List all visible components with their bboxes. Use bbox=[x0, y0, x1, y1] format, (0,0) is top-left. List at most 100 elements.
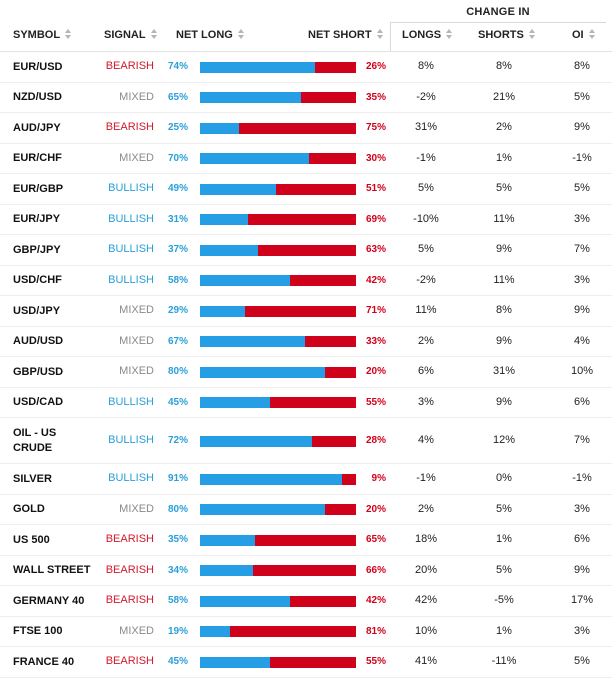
change-longs-value: 41% bbox=[414, 655, 438, 668]
net-short-value: 51% bbox=[365, 183, 386, 195]
net-short-header-label: NET SHORT bbox=[308, 29, 372, 41]
table-row[interactable]: AUD/USD MIXED 67% 33% 2% 9% 4% bbox=[0, 327, 612, 357]
sentiment-bar bbox=[200, 214, 356, 226]
change-shorts-value: 1% bbox=[496, 624, 512, 637]
table-row[interactable]: AUD/JPY BEARISH 25% 75% 31% 2% 9% bbox=[0, 113, 612, 144]
row-divider bbox=[0, 264, 612, 266]
symbol-link[interactable]: FRANCE 40 bbox=[13, 655, 75, 668]
row-divider bbox=[0, 173, 612, 174]
longs-column-header[interactable]: LONGS bbox=[402, 24, 453, 46]
table-row[interactable]: USD/CHF BULLISH 58% 42% -2% 11% 3% bbox=[0, 266, 612, 296]
table-row[interactable]: US 500 BEARISH 35% 65% 18% 1% 6% bbox=[0, 525, 612, 556]
table-row[interactable]: EUR/USD BEARISH 74% 26% 8% 8% 8% bbox=[0, 52, 612, 83]
change-shorts-value: 0% bbox=[496, 472, 512, 485]
table-row[interactable]: GBP/USD MIXED 80% 20% 6% 31% 10% bbox=[0, 357, 612, 388]
symbol-link[interactable]: NZD/USD bbox=[13, 91, 62, 104]
symbol-link[interactable]: OIL - US CRUDE bbox=[13, 427, 57, 454]
symbol-link[interactable]: USD/CHF bbox=[13, 274, 62, 287]
symbol-link[interactable]: EUR/JPY bbox=[13, 213, 61, 226]
sort-icon[interactable] bbox=[376, 29, 383, 40]
net-long-bar-fill bbox=[200, 397, 271, 409]
net-long-bar-fill bbox=[200, 153, 310, 165]
symbol-link[interactable]: FTSE 100 bbox=[13, 625, 63, 638]
change-oi-value: 6% bbox=[574, 395, 590, 408]
sort-icon[interactable] bbox=[237, 29, 244, 40]
shorts-column-header[interactable]: SHORTS bbox=[478, 24, 535, 46]
table-row[interactable]: EUR/JPY BULLISH 31% 69% -10% 11% 3% bbox=[0, 205, 612, 235]
change-in-header: CHANGE IN bbox=[466, 6, 530, 18]
sort-icon[interactable] bbox=[150, 29, 157, 40]
change-oi-value: 6% bbox=[574, 533, 590, 546]
net-long-header-label: NET LONG bbox=[176, 29, 233, 41]
table-row[interactable]: GOLD MIXED 80% 20% 2% 5% 3% bbox=[0, 495, 612, 525]
table-row[interactable]: WALL STREET BEARISH 34% 66% 20% 5% 9% bbox=[0, 556, 612, 586]
change-shorts-value: 5% bbox=[496, 502, 512, 515]
net-long-value: 74% bbox=[167, 61, 188, 73]
table-row[interactable]: GBP/JPY BULLISH 37% 63% 5% 9% 7% bbox=[0, 235, 612, 266]
symbol-link[interactable]: GERMANY 40 bbox=[13, 594, 85, 607]
symbol-link[interactable]: EUR/GBP bbox=[13, 182, 64, 195]
row-divider bbox=[0, 493, 612, 495]
change-oi-value: 7% bbox=[574, 243, 590, 256]
row-divider bbox=[0, 386, 612, 388]
table-row[interactable]: NZD/USD MIXED 65% 35% -2% 21% 5% bbox=[0, 83, 612, 113]
net-short-value: 26% bbox=[365, 61, 386, 73]
signal-label: BULLISH bbox=[108, 182, 154, 195]
symbol-link[interactable]: AUD/JPY bbox=[13, 121, 61, 134]
symbol-column-header[interactable]: SYMBOL bbox=[13, 24, 72, 46]
sort-icon[interactable] bbox=[588, 29, 595, 40]
symbol-link[interactable]: EUR/CHF bbox=[13, 152, 62, 165]
symbol-link[interactable]: USD/CAD bbox=[13, 396, 64, 409]
table-row[interactable]: FTSE 100 MIXED 19% 81% 10% 1% 3% bbox=[0, 617, 612, 647]
table-row[interactable]: GERMANY 40 BEARISH 58% 42% 42% -5% 17% bbox=[0, 586, 612, 617]
table-row[interactable]: SILVER BULLISH 91% 9% -1% 0% -1% bbox=[0, 464, 612, 495]
symbol-link[interactable]: USD/JPY bbox=[13, 304, 61, 317]
symbol-link[interactable]: EUR/USD bbox=[13, 60, 63, 73]
sort-icon[interactable] bbox=[528, 29, 535, 40]
change-longs-value: 5% bbox=[418, 243, 434, 256]
net-long-bar-fill bbox=[200, 595, 291, 607]
change-longs-value: 5% bbox=[418, 182, 434, 195]
sort-icon[interactable] bbox=[65, 29, 72, 40]
net-long-value: 70% bbox=[167, 152, 188, 164]
sentiment-bar bbox=[200, 275, 356, 287]
signal-column-header[interactable]: SIGNAL bbox=[104, 24, 157, 46]
net-long-bar-fill bbox=[200, 214, 249, 226]
signal-label: BULLISH bbox=[108, 395, 154, 408]
sentiment-bar bbox=[200, 92, 356, 104]
net-short-value: 55% bbox=[365, 396, 386, 408]
symbol-link[interactable]: AUD/USD bbox=[13, 335, 64, 348]
change-in-left-divider bbox=[390, 22, 391, 52]
net-long-bar-fill bbox=[200, 122, 239, 134]
symbol-link[interactable]: US 500 bbox=[13, 533, 50, 546]
table-row[interactable]: OIL - US CRUDE BULLISH 72% 28% 4% 12% 7% bbox=[0, 418, 612, 464]
sort-icon[interactable] bbox=[446, 29, 453, 40]
table-header-row: SYMBOL SIGNAL NET LONG NET SHORT LONGS S… bbox=[0, 24, 612, 50]
change-oi-value: 3% bbox=[574, 624, 590, 637]
symbol-link[interactable]: WALL STREET bbox=[13, 564, 91, 577]
symbol-link[interactable]: GBP/USD bbox=[13, 365, 64, 378]
symbol-link[interactable]: GOLD bbox=[13, 503, 45, 516]
net-long-bar-fill bbox=[200, 61, 316, 73]
table-row[interactable]: FRANCE 40 BEARISH 45% 55% 41% -11% 5% bbox=[0, 647, 612, 678]
change-oi-value: 5% bbox=[574, 655, 590, 668]
change-longs-value: 2% bbox=[418, 334, 434, 347]
net-short-value: 55% bbox=[365, 656, 386, 668]
net-long-bar-fill bbox=[200, 565, 254, 577]
table-row[interactable]: EUR/CHF MIXED 70% 30% -1% 1% -1% bbox=[0, 144, 612, 174]
table-row[interactable]: EUR/GBP BULLISH 49% 51% 5% 5% 5% bbox=[0, 174, 612, 205]
sentiment-bar bbox=[200, 153, 356, 165]
symbol-link[interactable]: GBP/JPY bbox=[13, 243, 61, 256]
oi-column-header[interactable]: OI bbox=[572, 24, 595, 46]
symbol-link[interactable]: SILVER bbox=[13, 472, 52, 485]
change-oi-value: -1% bbox=[572, 472, 592, 485]
net-long-column-header[interactable]: NET LONG bbox=[176, 24, 244, 46]
net-long-value: 35% bbox=[167, 534, 188, 546]
change-oi-value: 9% bbox=[574, 121, 590, 134]
net-short-column-header[interactable]: NET SHORT bbox=[308, 24, 383, 46]
table-row[interactable]: USD/CAD BULLISH 45% 55% 3% 9% 6% bbox=[0, 388, 612, 418]
signal-label: MIXED bbox=[119, 151, 154, 164]
sentiment-bar bbox=[200, 534, 356, 546]
change-shorts-value: 2% bbox=[496, 121, 512, 134]
table-row[interactable]: USD/JPY MIXED 29% 71% 11% 8% 9% bbox=[0, 296, 612, 327]
